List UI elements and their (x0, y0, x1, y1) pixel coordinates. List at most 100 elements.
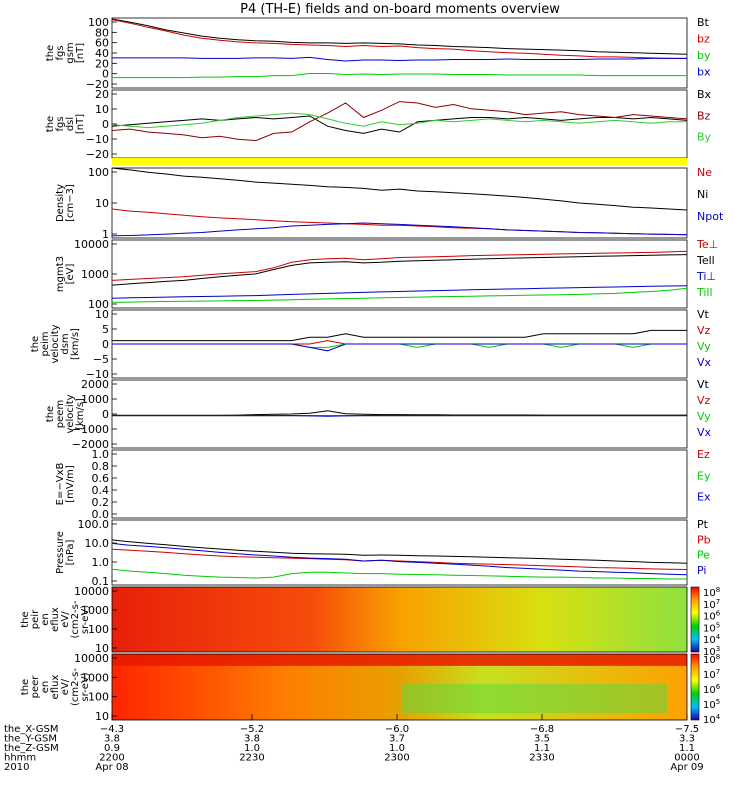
colorbar (690, 586, 700, 653)
series-line-Ne (111, 208, 688, 236)
series-line-Ti⊥ (111, 285, 688, 299)
y-tick-label: 0.2 (92, 496, 110, 509)
x-tick-label: 0000 (674, 753, 699, 764)
x-tick-label: 3.7 (389, 734, 405, 745)
y-tick-label: 10 (95, 197, 109, 210)
legend-entry-Vz: Vz (697, 324, 711, 337)
y-tick-label: 10000 (74, 585, 109, 598)
spectrogram-band (402, 683, 667, 714)
series-line-Pb (111, 548, 688, 570)
panel-frame (111, 449, 688, 519)
y-tick-label: 0 (102, 408, 109, 421)
y-axis-label: Pressure (55, 531, 66, 574)
x-tick-label: 1.1 (534, 743, 550, 754)
y-tick-label: 60 (95, 37, 109, 50)
legend-entry-Bx: Bx (697, 88, 712, 101)
panel-pressure: 100.0 10.0 1.0 0.1 Pressure [nPa] Pt Pb Pe Pi (55, 518, 711, 588)
legend-entry-Vt: Vt (697, 308, 710, 321)
chart-title: P4 (TH-E) fields and on-board moments ov… (240, 2, 560, 17)
y-tick-label: 10 (95, 710, 109, 723)
legend-entry-Te⊥: Te⊥ (696, 238, 718, 251)
x-row-label: the_X-GSM (4, 724, 58, 735)
y-tick-label: 100 (88, 623, 109, 636)
x-tick-label: 2200 (99, 753, 124, 764)
legend-entry-Vx: Vx (697, 356, 712, 369)
y-tick-label: 20 (95, 88, 109, 101)
legend-entry-Vy: Vy (697, 410, 711, 423)
x-row-label: the_Z-GSM (4, 743, 59, 754)
series-line-Vz (112, 340, 687, 345)
y-axis-label: (cm2-s- (70, 668, 81, 706)
y-tick-label: 100.0 (78, 518, 110, 531)
legend-entry-by: by (697, 49, 711, 62)
legend-entry-Pi: Pi (697, 564, 706, 577)
y-axis-label: the (45, 45, 56, 61)
spectrogram-band (112, 654, 687, 666)
x-tick-label: 1.1 (679, 743, 695, 754)
y-axis-label: the (20, 611, 31, 627)
legend-entry-Pe: Pe (697, 549, 710, 562)
legend-entry-Npot: Npot (697, 210, 724, 223)
colorbar-tick-label: 107 (703, 668, 720, 681)
y-axis-label: sr-eV) (80, 672, 91, 701)
mode-bar (112, 158, 687, 165)
x-tick-label: 3.8 (244, 734, 260, 745)
x-tick-label: 3.8 (104, 734, 120, 745)
legend-entry-bx: bx (697, 66, 711, 79)
y-axis-label: [nT] (75, 43, 86, 63)
x-tick-label: 2300 (384, 753, 409, 764)
y-tick-label: 1000 (81, 268, 109, 281)
y-axis-label: [mV/m] (65, 465, 76, 503)
y-tick-label: −2000 (72, 438, 109, 451)
series-line-Bx (111, 115, 688, 134)
y-axis-label: velocity (65, 394, 76, 433)
x-tick-label: −6.0 (385, 724, 409, 735)
y-tick-label: 40 (95, 47, 109, 60)
x-row-label: the_Y-GSM (4, 734, 57, 745)
x-tick-label: 1.0 (389, 743, 405, 754)
x-tick-label: −4.3 (100, 724, 124, 735)
series-line-bx (112, 56, 687, 62)
y-tick-label: 0.0 (92, 508, 110, 521)
y-tick-label: −5 (93, 353, 109, 366)
panel-velocity-esm: 2000 1000 0 −1000 −2000 the peem velocity [km/s]… (45, 378, 712, 451)
x-tick-label: 2230 (239, 753, 264, 764)
y-axis-label: fgs (55, 45, 66, 60)
legend-entry-Vz: Vz (697, 394, 711, 407)
y-axis-label: [nT] (75, 114, 86, 134)
colorbar-tick-label: 105 (703, 698, 720, 711)
series-line-Vx (112, 415, 687, 417)
y-tick-label: 20 (95, 57, 109, 70)
x-tick-label: −5.2 (240, 724, 264, 735)
legend-entry-Pb: Pb (697, 533, 711, 546)
y-tick-label: 10 (95, 308, 109, 321)
series-line-Vx (112, 343, 687, 352)
y-tick-label: 100 (88, 166, 109, 179)
y-axis-label: en (40, 613, 51, 626)
x-tick-label: −6.8 (530, 724, 554, 735)
y-tick-label: 10000 (74, 238, 109, 251)
y-tick-label: 80 (95, 26, 109, 39)
y-tick-label: 1 (102, 228, 109, 241)
y-axis-label: eV/ (60, 678, 71, 695)
y-axis-label: eV/ (60, 611, 71, 628)
legend-entry-Ey: Ey (697, 469, 711, 482)
panel-frame (111, 379, 688, 449)
y-tick-label: 1.0 (92, 556, 110, 569)
x-tick-label: 1.0 (244, 743, 260, 754)
y-axis-label: [cm−3] (65, 184, 76, 222)
panel-frame (111, 653, 688, 721)
legend-entry-Pt: Pt (697, 518, 709, 531)
x-row-label: hhmm (4, 753, 36, 764)
y-tick-label: 0.1 (92, 575, 110, 588)
series-line-Te⊥ (111, 250, 688, 281)
y-tick-label: 2000 (81, 378, 109, 391)
y-axis-label: the (20, 679, 31, 695)
y-tick-label: 10 (95, 103, 109, 116)
y-axis-label: [nPa] (65, 539, 76, 565)
y-tick-label: 1000 (81, 393, 109, 406)
y-tick-label: 1000 (81, 671, 109, 684)
